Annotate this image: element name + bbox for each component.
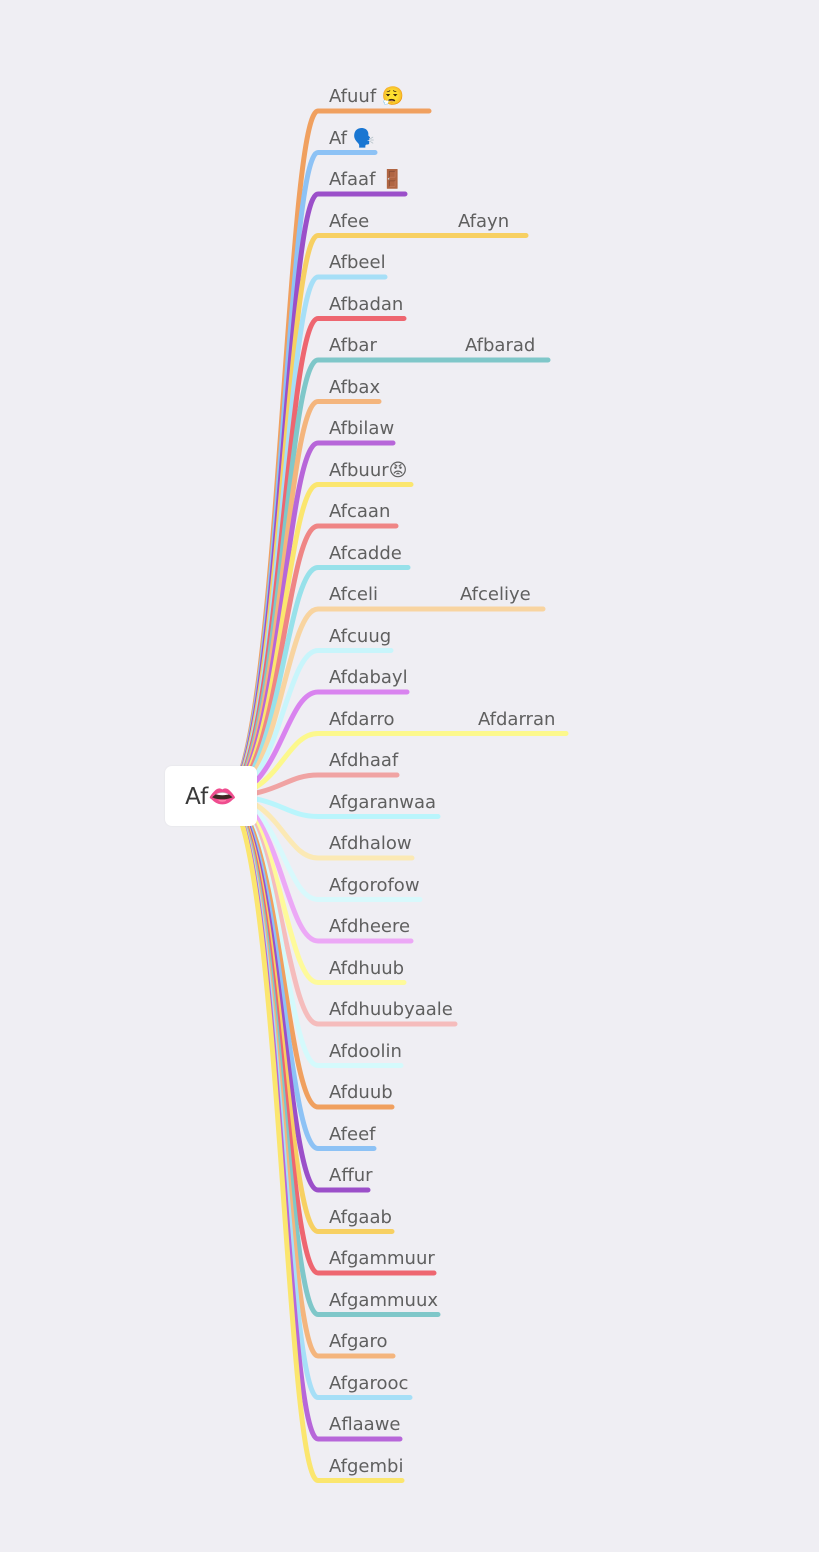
root-label: Af👄 — [185, 783, 237, 810]
branch-label[interactable]: Afgorofow — [329, 874, 420, 896]
branch-label[interactable]: Afdabayl — [329, 667, 408, 688]
branch-label[interactable]: Afbuur😡 — [329, 459, 408, 481]
branch-label[interactable]: Aflaawe — [329, 1414, 401, 1435]
root-node[interactable]: Af👄 — [165, 766, 257, 826]
branch-label[interactable]: Afdhalow — [329, 833, 412, 854]
branch-label[interactable]: Afuuf 😮‍💨 — [329, 86, 405, 107]
branch-label[interactable]: Afdhaaf — [329, 750, 399, 771]
branch-label[interactable]: Afbadan — [329, 293, 404, 315]
branch-label[interactable]: Af 🗣️ — [329, 127, 376, 149]
branch-label[interactable]: Afgaro — [329, 1331, 388, 1352]
branch-label[interactable]: Afdhuubyaale — [329, 999, 453, 1020]
branch-label[interactable]: Afcadde — [329, 542, 402, 564]
branch-label[interactable]: Afbax — [329, 376, 381, 398]
branch-label[interactable]: Afgaab — [329, 1206, 392, 1228]
branch-label[interactable]: Afgaranwaa — [329, 791, 437, 813]
branch-label[interactable]: Afeef — [329, 1123, 376, 1145]
branch-label[interactable]: Afee — [329, 210, 370, 232]
branch-label[interactable]: Afbeel — [329, 252, 386, 273]
child-label[interactable]: Afayn — [458, 210, 510, 232]
branch-connector — [221, 793, 405, 1483]
child-label[interactable]: Afbarad — [465, 335, 536, 356]
branch-label[interactable]: Afgembi — [329, 1455, 404, 1477]
branch-label[interactable]: Afcaan — [329, 501, 391, 522]
branch-label[interactable]: Afgammuux — [329, 1289, 439, 1311]
branch-label[interactable]: Afaaf 🚪 — [329, 169, 404, 190]
branch-label[interactable]: Afduub — [329, 1082, 393, 1103]
child-label[interactable]: Afdarran — [478, 708, 556, 730]
branch-label[interactable]: Afbar — [329, 335, 377, 356]
branch-label[interactable]: Afbilaw — [329, 418, 395, 439]
child-label[interactable]: Afceliye — [460, 584, 531, 605]
branch-label[interactable]: Afcuug — [329, 625, 392, 647]
branch-label[interactable]: Afdarro — [329, 708, 395, 730]
branch-label[interactable]: Affur — [329, 1165, 373, 1186]
branch-label[interactable]: Afdheere — [329, 916, 411, 937]
branch-connector — [221, 191, 408, 799]
branch-label[interactable]: Afgarooc — [329, 1372, 409, 1394]
branch-label[interactable]: Afceli — [329, 584, 378, 605]
branch-label[interactable]: Afdhuub — [329, 957, 405, 979]
branch-label[interactable]: Afdoolin — [329, 1040, 402, 1062]
branch-label[interactable]: Afgammuur — [329, 1248, 435, 1269]
